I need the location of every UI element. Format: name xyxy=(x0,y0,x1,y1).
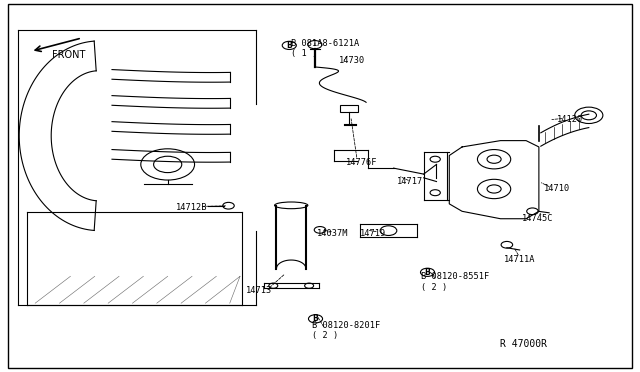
Text: B 081A8-6121A
( 1 ): B 081A8-6121A ( 1 ) xyxy=(291,39,360,58)
Text: 14037M: 14037M xyxy=(317,229,348,238)
Text: 14719: 14719 xyxy=(360,229,387,238)
Text: 14712B: 14712B xyxy=(176,203,207,212)
Text: 14717: 14717 xyxy=(397,177,423,186)
Text: 14713: 14713 xyxy=(246,286,273,295)
Text: B: B xyxy=(287,41,292,50)
Text: B 08120-8201F
( 2 ): B 08120-8201F ( 2 ) xyxy=(312,321,381,340)
Text: 14745C: 14745C xyxy=(522,214,553,223)
Text: 14710: 14710 xyxy=(544,185,570,193)
Text: FRONT: FRONT xyxy=(52,50,86,60)
Text: 14120: 14120 xyxy=(557,115,583,124)
Text: R 47000R: R 47000R xyxy=(500,339,547,349)
Text: 14711A: 14711A xyxy=(504,255,536,264)
Text: B: B xyxy=(313,314,318,323)
Text: 14730: 14730 xyxy=(339,56,365,65)
Text: B: B xyxy=(425,268,430,277)
Text: 14776F: 14776F xyxy=(346,158,377,167)
Bar xyxy=(340,105,358,112)
Text: B 08120-8551F
( 2 ): B 08120-8551F ( 2 ) xyxy=(421,272,490,292)
